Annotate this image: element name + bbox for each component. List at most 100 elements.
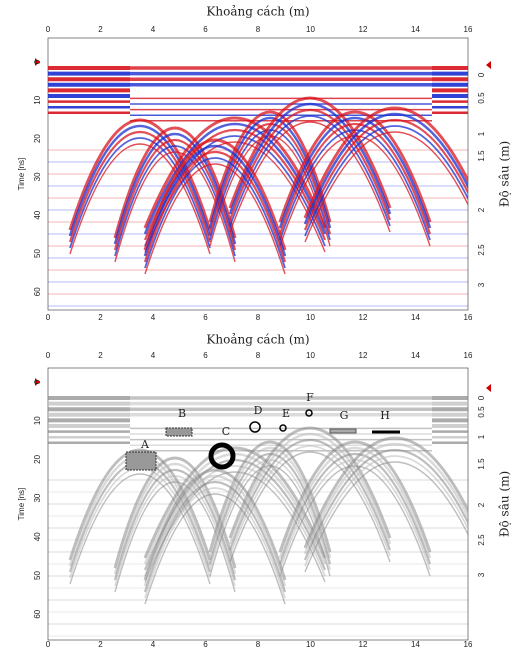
hyperbola — [208, 447, 332, 559]
hyperbola — [143, 475, 287, 587]
hyperbola — [114, 151, 236, 263]
y-tick-label: 20 — [33, 134, 42, 143]
annotation-label: B — [178, 407, 186, 420]
hyperbola — [143, 145, 287, 257]
hyperbola — [303, 442, 468, 555]
hyperbola — [69, 473, 211, 585]
annotation-label: F — [306, 391, 314, 404]
annotation-label: A — [140, 438, 150, 451]
hyperbola — [228, 102, 392, 215]
target-g — [329, 428, 357, 434]
y2-tick-label: 1 — [477, 131, 486, 136]
y-axis-title: Time [ns] — [17, 488, 26, 521]
x-tick-label: 4 — [151, 351, 156, 360]
y2-tick-label: 2 — [477, 502, 486, 507]
hyperbola — [303, 112, 468, 225]
y2-tick-label: 0.5 — [477, 92, 486, 104]
annotation-label: E — [282, 407, 290, 420]
y-tick-label: 10 — [33, 95, 42, 104]
hyperbola — [278, 447, 432, 559]
x-tick-label: 16 — [464, 640, 473, 648]
radargram-signal — [48, 66, 468, 307]
hyperbola — [68, 448, 212, 561]
x-tick-label: 14 — [411, 25, 420, 34]
x-tick-label: 2 — [98, 351, 103, 360]
hyperbola — [208, 110, 332, 223]
y-tick-label: 0 — [33, 379, 42, 384]
y2-tick-label: 2.5 — [477, 244, 486, 256]
annotation-label: C — [222, 425, 230, 438]
x-tick-label: 8 — [256, 640, 261, 648]
x-tick-label: 2 — [98, 313, 103, 322]
hyperbola — [68, 118, 212, 231]
x-tick-label: 6 — [203, 640, 208, 648]
annotation-label: D — [254, 404, 263, 417]
x-tick-label: 4 — [151, 640, 156, 648]
hyperbola — [228, 432, 392, 545]
x-axis-title: Khoảng cách (m) — [206, 5, 309, 19]
y2-tick-label: 3 — [477, 282, 486, 287]
y2-tick-label: 2 — [477, 207, 486, 212]
marker — [35, 58, 40, 66]
y-tick-label: 40 — [33, 210, 42, 219]
target-f — [305, 409, 313, 417]
x-tick-label: 0 — [46, 313, 51, 322]
y-tick-label: 20 — [33, 454, 42, 463]
hyperbola — [144, 487, 286, 599]
hyperbola — [303, 436, 468, 549]
y2-tick-label: 3 — [477, 572, 486, 577]
y-tick-label: 40 — [33, 532, 42, 541]
hyperbola — [228, 96, 392, 209]
marker — [35, 378, 40, 386]
x-tick-label: 16 — [464, 313, 473, 322]
hyperbola — [143, 481, 287, 593]
y2-axis-title: Độ sâu (m) — [498, 471, 512, 537]
y-axis-title: Time [ns] — [17, 158, 26, 191]
x-tick-label: 16 — [464, 25, 473, 34]
y-tick-label: 30 — [33, 493, 42, 502]
x-tick-label: 6 — [203, 351, 208, 360]
y-tick-label: 10 — [33, 416, 42, 425]
marker — [486, 61, 491, 69]
y2-tick-label: 1.5 — [477, 458, 486, 470]
x-tick-label: 10 — [306, 25, 315, 34]
x-tick-label: 4 — [151, 25, 156, 34]
y-tick-label: 60 — [33, 287, 42, 296]
y-tick-label: 0 — [33, 59, 42, 64]
x-tick-label: 14 — [411, 640, 420, 648]
x-tick-label: 16 — [464, 351, 473, 360]
annotation-label: G — [340, 409, 349, 422]
hyperbola — [303, 106, 468, 219]
target-e — [279, 424, 287, 432]
hyperbola — [144, 157, 286, 269]
target-c — [208, 442, 236, 470]
hyperbola — [278, 123, 432, 235]
x-tick-label: 0 — [46, 640, 51, 648]
x-tick-label: 12 — [359, 25, 368, 34]
y-tick-label: 60 — [33, 609, 42, 618]
y-tick-label: 50 — [33, 249, 42, 258]
hyperbola — [69, 137, 211, 249]
x-tick-label: 8 — [256, 313, 261, 322]
hyperbola — [69, 143, 211, 255]
x-tick-label: 10 — [306, 640, 315, 648]
hyperbola — [208, 440, 332, 553]
x-tick-label: 12 — [359, 640, 368, 648]
x-tick-label: 2 — [98, 640, 103, 648]
hyperbola — [143, 151, 287, 263]
x-tick-label: 4 — [151, 313, 156, 322]
x-axis-title: Khoảng cách (m) — [206, 333, 309, 347]
hyperbola — [304, 125, 468, 237]
hyperbola — [304, 131, 468, 243]
hyperbola — [303, 118, 468, 231]
x-tick-label: 12 — [359, 313, 368, 322]
hyperbola — [278, 110, 432, 223]
x-tick-label: 6 — [203, 25, 208, 34]
hyperbola — [144, 163, 286, 275]
x-tick-label: 8 — [256, 351, 261, 360]
y2-tick-label: 0 — [477, 395, 486, 400]
y2-tick-label: 0.5 — [477, 406, 486, 418]
hyperbola — [143, 468, 287, 581]
x-tick-label: 14 — [411, 351, 420, 360]
